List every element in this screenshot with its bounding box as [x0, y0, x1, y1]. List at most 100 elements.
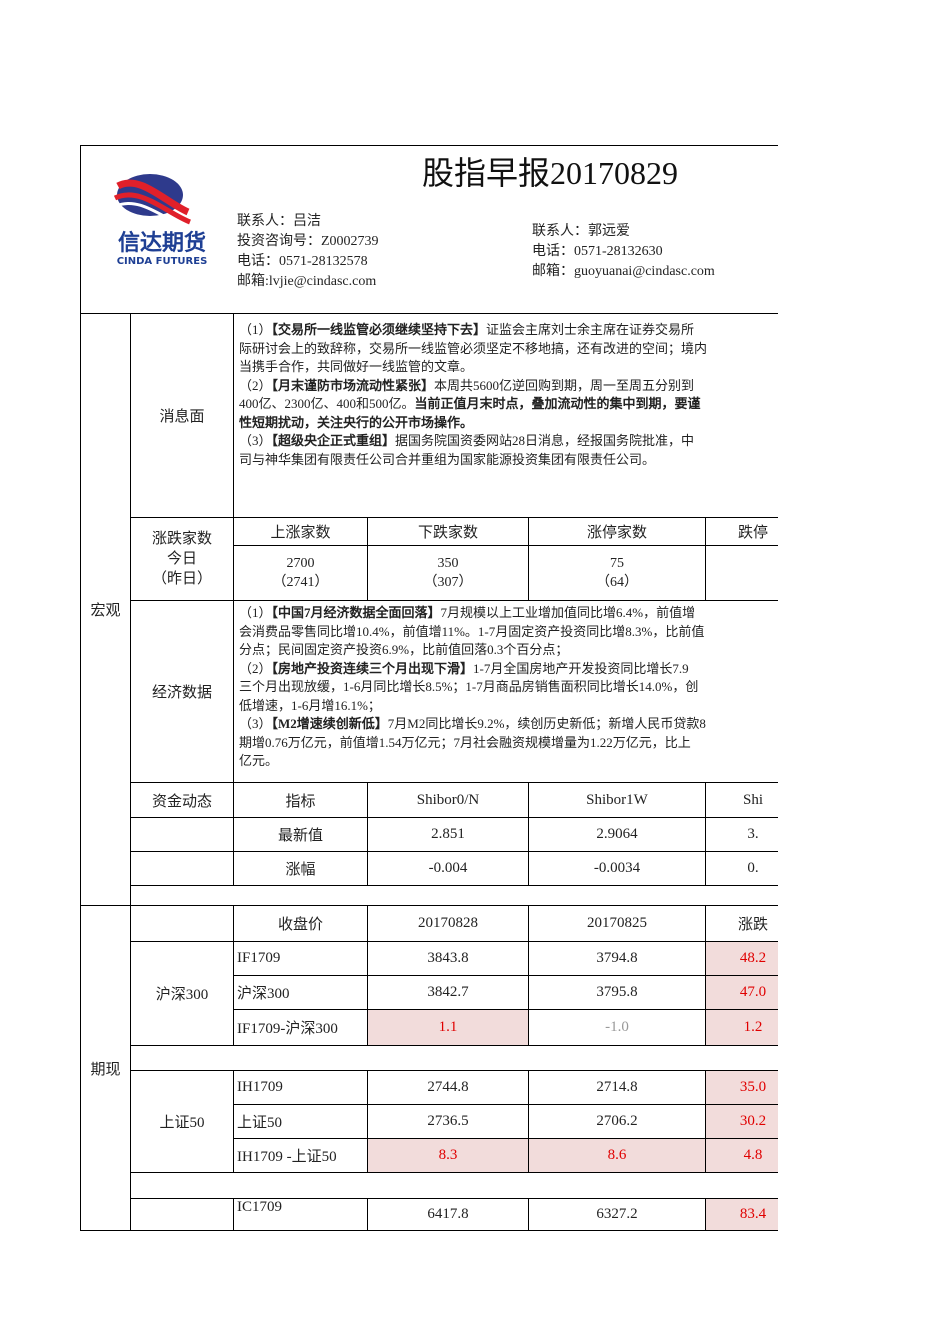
column-header: 下跌家数: [367, 517, 529, 546]
spacer-row: [130, 885, 778, 906]
table-cell: 2706.2: [528, 1104, 706, 1139]
table-cell: -0.0034: [528, 851, 706, 886]
text-segment: 低增速，1-6月增16.1%；: [239, 697, 381, 713]
contact-line: 联系人：郭远爱: [532, 224, 630, 239]
column-header: Shibor1W: [528, 782, 706, 818]
breadth-cell: 75 （64）: [528, 545, 706, 601]
table-cell: 2736.5: [367, 1104, 529, 1139]
group-label: [130, 1198, 234, 1231]
row-label: 经济数据: [130, 600, 234, 783]
text-line: 三个月出现放缓，1-6月同比增长8.5%；1-7月商品房销售面积同比增长14.0…: [239, 678, 778, 697]
text-segment: （3）: [239, 433, 272, 448]
contact-line: 电话：0571-28132578: [237, 254, 368, 269]
text-line: 期增0.76万亿元，前值增1.54万亿元；7月社会融资规模增量为1.22万亿元，…: [239, 734, 778, 753]
spacer-row: [130, 1045, 778, 1071]
text-segment: 三个月出现放缓，1-6月同比增长8.5%；1-7月商品房销售面积同比增长14.0…: [239, 679, 699, 694]
column-header: 20170828: [367, 905, 529, 942]
contact-line: 邮箱:lvjie@cindasc.com: [237, 274, 377, 289]
contact-2: 联系人：郭远爱电话：0571-28132630 邮箱：guoyuanai@cind…: [532, 222, 715, 282]
table-cell: 涨幅: [233, 851, 368, 886]
text-line: （3）【M2增速续创新低】7月M2同比增长9.2%，续创历史新低；新增人民币贷款…: [239, 715, 778, 734]
yesterday-value: （2741）: [272, 575, 329, 590]
text-line: 低增速，1-6月增16.1%；: [239, 697, 778, 716]
breadth-cell: 350 （307）: [367, 545, 529, 601]
text-segment: 分点；民间固定资产投资6.9%，比前值回落0.3个百分点；: [239, 642, 569, 657]
table-cell: 8.3: [367, 1138, 529, 1173]
contact-line: 联系人：吕洁: [237, 214, 321, 229]
column-header: 上涨家数: [233, 517, 368, 546]
table-cell: 上证50: [233, 1104, 368, 1139]
column-header: 收盘价: [233, 905, 368, 942]
column-header: 跌停: [705, 517, 778, 546]
table-cell: 30.2: [705, 1104, 778, 1139]
table-cell: 6327.2: [528, 1198, 706, 1231]
text-line: 亿元。: [239, 752, 778, 771]
text-segment: 当前正值月末时点，叠加流动性的集中到期，要谨: [414, 396, 701, 411]
table-cell: IC1709: [233, 1198, 368, 1231]
logo-swoosh: [113, 192, 191, 225]
text-line: （1）【交易所一线监管必须继续坚持下去】证监会主席刘士余主席在证券交易所: [239, 321, 778, 340]
row-label: 资金动态: [130, 782, 234, 818]
column-header: Shibor0/N: [367, 782, 529, 818]
table-cell: IH1709: [233, 1070, 368, 1105]
label-line: 涨跌家数: [151, 531, 212, 547]
text-segment: 当携手合作，共同做好一线监管的文章。: [239, 359, 474, 374]
table-cell: 2744.8: [367, 1070, 529, 1105]
text-segment: 据国务院国资委网站28日消息，经报国务院批准，中: [395, 433, 695, 448]
text-segment: 【中国7月经济数据全面回落】: [271, 605, 441, 620]
table-cell: IH1709 -上证50: [233, 1138, 368, 1173]
text-segment: 【交易所一线监管必须继续坚持下去】: [271, 322, 487, 337]
text-segment: 亿元。: [239, 753, 279, 768]
text-segment: （1）: [239, 322, 272, 337]
text-line: 当携手合作，共同做好一线监管的文章。: [239, 358, 778, 377]
text-segment: 会消费品零售同比增10.4%，前值增11%。1-7月固定资产投资同比增8.3%，…: [239, 623, 705, 639]
row-label: 涨跌家数 今日 （昨日）: [130, 517, 234, 601]
text-segment: 司与神华集团有限责任公司合并重组为国家能源投资集团有限责任公司。: [239, 451, 656, 467]
table-cell: 2714.8: [528, 1070, 706, 1105]
section-label: 期现: [80, 905, 131, 1231]
text-segment: （1）: [239, 605, 272, 620]
table-cell: 3843.8: [367, 941, 529, 976]
table-cell: 47.0: [705, 975, 778, 1010]
table-cell: 3.: [705, 817, 778, 852]
table-cell: 3842.7: [367, 975, 529, 1010]
empty-cell: [130, 905, 234, 942]
table-cell: IF1709-沪深300: [233, 1009, 368, 1046]
table-cell: 3794.8: [528, 941, 706, 976]
contact-line: 电话：0571-28132630: [532, 244, 663, 259]
table-cell: 2.9064: [528, 817, 706, 852]
table-cell: 1.1: [367, 1009, 529, 1046]
table-cell: -0.004: [367, 851, 529, 886]
table-cell: 6417.8: [367, 1198, 529, 1231]
text-line: （3）【超级央企正式重组】据国务院国资委网站28日消息，经报国务院批准，中: [239, 432, 778, 451]
logo-swoosh: [115, 201, 187, 229]
text-segment: 【M2增速续创新低】: [271, 716, 388, 731]
table-cell: IF1709: [233, 941, 368, 976]
text-line: 分点；民间固定资产投资6.9%，比前值回落0.3个百分点；: [239, 641, 778, 660]
news-box: （1）【交易所一线监管必须继续坚持下去】证监会主席刘士余主席在证券交易所 际研讨会…: [233, 313, 778, 518]
contact-line: 邮箱：guoyuanai@cindasc.com: [532, 264, 715, 279]
column-header: 涨停家数: [528, 517, 706, 546]
empty-cell: [130, 817, 234, 852]
table-cell: -1.0: [528, 1009, 706, 1046]
column-header: 涨跌: [705, 905, 778, 942]
today-value: 350: [437, 556, 459, 571]
table-cell: 1.2: [705, 1009, 778, 1046]
text-segment: （3）: [239, 716, 272, 731]
yesterday-value: （64）: [596, 575, 638, 590]
section-label: 宏观: [80, 313, 131, 906]
text-line: 司与神华集团有限责任公司合并重组为国家能源投资集团有限责任公司。: [239, 451, 778, 470]
label-line: 今日: [166, 551, 197, 567]
yesterday-value: （307）: [423, 575, 473, 590]
table-cell: 83.4: [705, 1198, 778, 1231]
table-cell: 3795.8: [528, 975, 706, 1010]
text-line: 际研讨会上的致辞称，交易所一线监管必须坚定不移地搞，还有改进的空间；境内: [239, 340, 778, 359]
logo-en: CINDA FUTURES: [117, 256, 208, 267]
text-segment: （2）: [239, 660, 272, 676]
text-segment: 7月M2同比增长9.2%，续创历史新低；新增人民币贷款8: [387, 716, 706, 731]
text-line: 性短期扰动，关注央行的公开市场操作。: [239, 414, 778, 433]
today-value: 2700: [286, 556, 315, 571]
text-segment: 性短期扰动，关注央行的公开市场操作。: [239, 414, 474, 430]
empty-cell: [130, 851, 234, 886]
table-cell: 8.6: [528, 1138, 706, 1173]
